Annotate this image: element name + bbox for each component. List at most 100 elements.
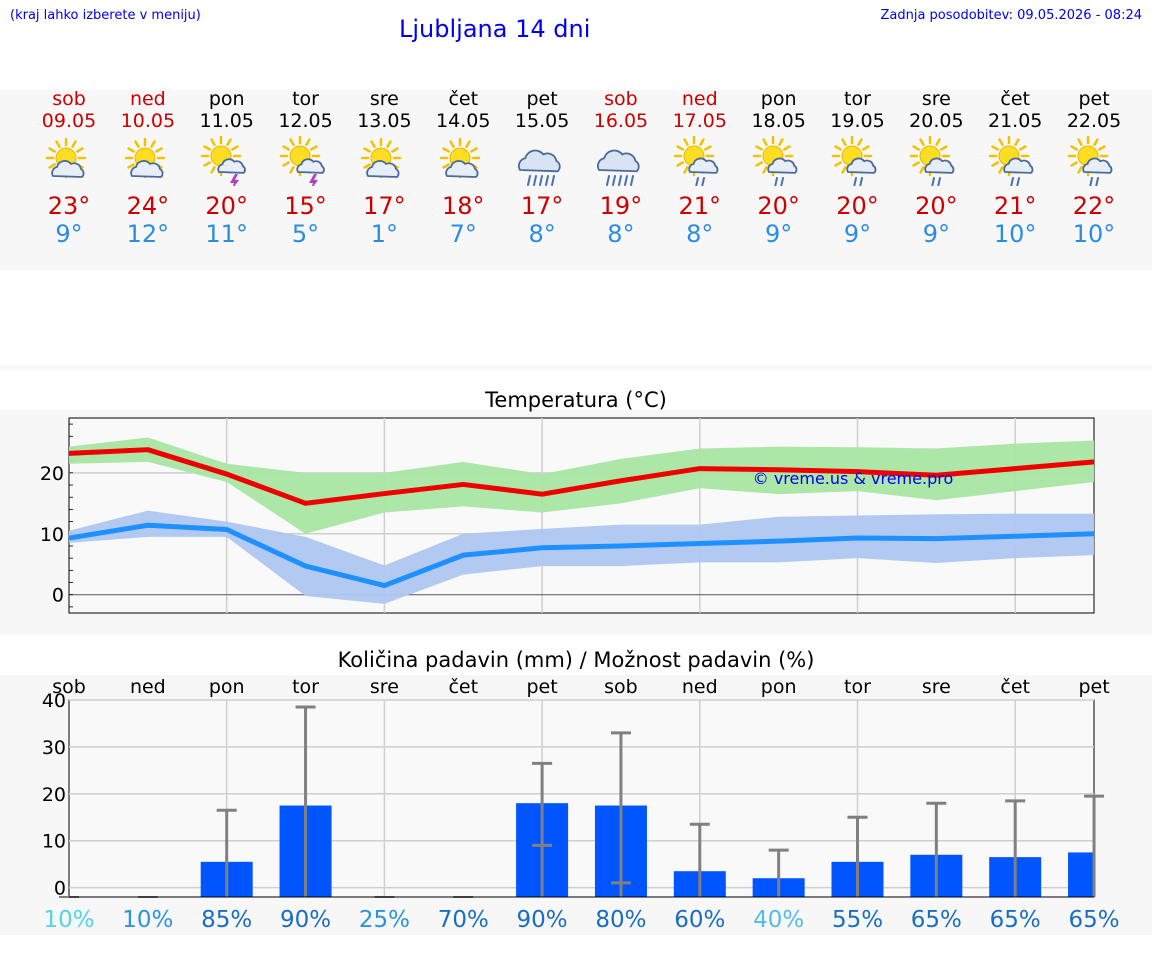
sun-ray	[1019, 145, 1027, 151]
sun-rain-icon	[831, 136, 876, 186]
lightning-bolt	[229, 174, 239, 186]
sun-ray	[150, 140, 156, 148]
cloud-shape	[366, 160, 400, 178]
precipitation-probability: 80%	[595, 907, 646, 933]
day-date: 13.05	[357, 110, 412, 132]
cloud-rain-icon	[518, 149, 561, 186]
min-temperature: 9°	[843, 220, 872, 248]
forecast-day: sob 09.05 23° 9°	[29, 88, 109, 248]
max-temperature: 17°	[520, 192, 564, 220]
x-tick-label: tor	[844, 676, 871, 698]
sun-rain-icon	[673, 136, 719, 186]
min-temperature-range-band	[69, 510, 1095, 604]
sun-ray	[304, 138, 311, 146]
sun-cloud-icon	[440, 137, 481, 179]
forecast-day: sob 16.05 19° 8°	[581, 88, 661, 248]
rain-streak	[852, 177, 857, 186]
sun-ray	[777, 138, 784, 146]
x-tick-label: pet	[526, 676, 557, 698]
max-temperature: 17°	[363, 192, 406, 220]
sun-ray	[363, 163, 372, 169]
max-temperature: 20°	[205, 192, 248, 220]
sun-ray	[840, 138, 847, 146]
sun-ray	[281, 161, 290, 167]
sun-ray	[998, 138, 1004, 146]
x-tick-label: pon	[761, 676, 797, 698]
sun-ray	[683, 166, 689, 174]
sun-ray	[856, 138, 863, 146]
max-temperature: 20°	[757, 192, 800, 220]
sun-rain-icon	[673, 136, 719, 186]
day-date: 11.05	[199, 110, 254, 132]
day-name: tor	[292, 88, 319, 110]
day-name: pon	[760, 88, 797, 110]
sun-ray	[202, 145, 211, 151]
forecast-day: pet 15.05 17° 8°	[502, 88, 582, 248]
sun-ray	[991, 145, 1000, 151]
rain-streak	[1095, 177, 1100, 186]
sun-ray	[230, 145, 239, 151]
cloud-shape	[217, 158, 246, 174]
sun-ray	[55, 140, 61, 148]
sun-ray	[699, 138, 705, 146]
rain-streak	[605, 175, 610, 186]
max-temperature: 19°	[599, 192, 643, 220]
max-temperature: 23°	[47, 192, 91, 220]
rain-streak	[937, 177, 942, 186]
sun-ray	[919, 138, 926, 146]
precipitation-chart-title: Količina padavin (mm) / Možnost padavin …	[337, 648, 815, 672]
sun-rain-icon	[752, 136, 798, 186]
sun-ray	[76, 147, 84, 153]
day-date: 22.05	[1066, 110, 1122, 132]
sun-rain-icon	[910, 136, 955, 186]
sun-ray	[209, 166, 216, 174]
page-title: Ljubljana 14 dni	[399, 15, 591, 43]
day-name: pet	[1078, 88, 1110, 110]
rain-streak	[1016, 177, 1021, 186]
cloud-shape	[1082, 157, 1113, 174]
precipitation-probability: 60%	[674, 907, 725, 933]
day-name: pet	[526, 88, 558, 110]
min-temperature: 10°	[993, 220, 1037, 248]
sun-ray	[912, 161, 921, 167]
sun-ray	[288, 138, 295, 146]
temperature-chart: 0 10 20 © vreme.us & vreme.pro	[40, 417, 1095, 614]
y-tick-label: 10	[40, 524, 64, 546]
max-temperature: 18°	[441, 192, 485, 220]
sun-ray	[1077, 166, 1083, 174]
max-temperature: 21°	[678, 192, 722, 220]
region-menu-hint: (kraj lahko izberete v meniju)	[10, 8, 201, 23]
rain-streak	[1010, 177, 1015, 186]
rain-streak	[700, 177, 705, 186]
sun-ray	[912, 145, 921, 151]
cloud-shape	[51, 160, 85, 178]
x-tick-label: ned	[682, 676, 718, 698]
y-tick-label: 0	[52, 585, 64, 607]
sun-ray	[991, 161, 1000, 167]
y-tick-label: 40	[42, 690, 66, 712]
last-updated: Zadnja posodobitev: 09.05.2026 - 08:24	[880, 8, 1142, 23]
temperature-chart-title: Temperatura (°C)	[485, 388, 667, 412]
min-temperature: 9°	[55, 220, 83, 248]
sun-ray	[703, 145, 712, 151]
day-date: 21.05	[987, 110, 1043, 132]
cloud-shape	[766, 157, 798, 174]
precipitation-probability: 85%	[201, 907, 252, 933]
max-temperature: 20°	[836, 192, 879, 220]
forecast-day: ned 17.05 21° 8°	[660, 88, 740, 248]
sun-ray	[754, 145, 763, 151]
max-temperature: 21°	[993, 192, 1037, 220]
separator-band	[0, 365, 1152, 370]
rain-streak	[629, 175, 634, 186]
sun-rain-icon	[831, 136, 876, 186]
day-date: 19.05	[830, 110, 885, 132]
sun-storm-icon	[200, 136, 246, 186]
y-tick-label: 10	[42, 831, 66, 853]
sun-storm-icon	[200, 136, 246, 186]
forecast-day: pon 18.05 20° 9°	[739, 88, 819, 248]
x-tick-label: sre	[370, 676, 399, 698]
sun-ray	[1014, 138, 1020, 146]
lightning-bolt	[308, 174, 318, 186]
precipitation-probability: 65%	[911, 907, 962, 933]
day-name: ned	[681, 88, 718, 110]
